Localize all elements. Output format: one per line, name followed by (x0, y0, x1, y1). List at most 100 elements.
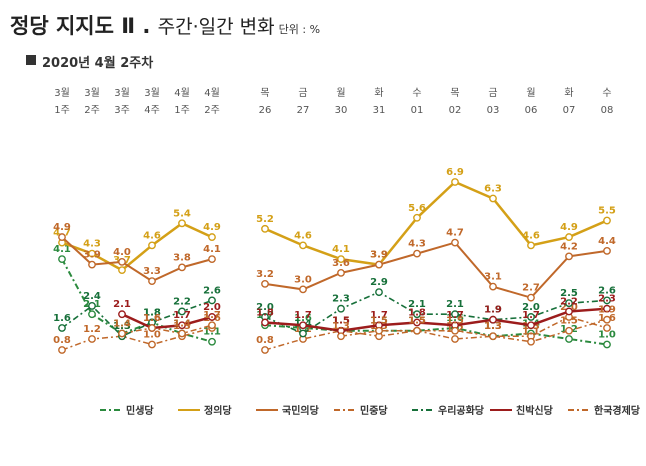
data-point-hanguk (527, 337, 535, 346)
data-point-gukmin (489, 282, 497, 291)
x-tick-label-bottom: 06 (525, 105, 538, 116)
data-label-jeongui: 5.5 (598, 206, 616, 217)
data-point-jeongui (603, 216, 611, 225)
x-tick-label-top: 4월 (174, 87, 190, 99)
data-label-hanguk: 1.6 (143, 313, 161, 324)
legend-label-jeongui: 정의당 (204, 404, 232, 417)
data-point-gukmin (375, 260, 383, 269)
data-label-chinbak: 2.0 (203, 302, 221, 313)
x-tick-label-bottom: 1주 (54, 105, 70, 116)
x-tick-label-top: 3월 (54, 87, 70, 99)
data-label-jeongui: 5.2 (256, 214, 274, 225)
series-line-jeongui (264, 180, 608, 266)
data-label-minjung: 1.0 (143, 329, 161, 340)
data-label-hanguk: 1.5 (560, 316, 578, 327)
data-label-gukmin: 3.0 (294, 274, 312, 285)
data-label-hanguk: 1.4 (113, 318, 131, 329)
legend-label-chinbak: 친박신당 (516, 404, 554, 417)
data-label-jeongui: 4.1 (332, 244, 350, 255)
data-point-chinbak (603, 304, 611, 313)
data-label-jeongui: 3.9 (370, 250, 388, 261)
x-tick-label-bottom: 2주 (84, 105, 100, 116)
x-tick-label-top: 화 (564, 87, 573, 99)
x-tick-label-bottom: 08 (601, 105, 614, 116)
x-tick-label-top: 금 (488, 87, 497, 99)
series-line-hanguk (340, 318, 608, 343)
data-label-gukmin: 4.3 (408, 239, 426, 250)
data-label-jeongui: 4.6 (522, 230, 540, 241)
data-point-chinbak (299, 321, 307, 330)
x-tick-label-top: 금 (298, 87, 307, 99)
x-tick-label-bottom: 03 (487, 105, 500, 116)
x-tick-label-bottom: 26 (259, 105, 272, 116)
data-label-gukmin: 3.2 (256, 269, 274, 280)
data-label-gukmin: 4.7 (446, 228, 464, 239)
data-point-chinbak (118, 310, 126, 319)
subtitle-square-icon (26, 55, 36, 65)
data-label-gukmin: 4.9 (53, 222, 71, 233)
data-label-gukmin: 3.9 (370, 250, 388, 261)
data-label-jeongui: 6.9 (446, 167, 464, 178)
data-label-gukmin: 4.4 (598, 236, 616, 247)
data-point-uri (565, 299, 573, 308)
data-label-chinbak: 1.7 (446, 310, 464, 321)
x-tick-label-bottom: 02 (449, 105, 462, 116)
data-label-minjung: 1.3 (113, 321, 131, 332)
data-point-jeongui (148, 241, 156, 250)
series-line-minjung (264, 316, 608, 351)
data-point-minjung (88, 335, 96, 343)
data-point-jeongui (178, 219, 186, 228)
x-tick-label-top: 목 (260, 87, 269, 99)
series-line-gukmin (264, 241, 608, 299)
data-point-gukmin (413, 249, 421, 258)
data-label-hanguk: 1.5 (408, 316, 426, 327)
data-point-gukmin (178, 263, 186, 272)
chart-title: 정당 지지도 Ⅱ . 주간·일간 변화 단위 : % (10, 10, 320, 40)
data-point-jeongui (337, 255, 345, 264)
data-point-hanguk (489, 332, 497, 341)
x-tick-label-top: 4월 (204, 87, 220, 99)
data-label-hanguk: 1.1 (522, 327, 540, 338)
data-point-jeongui (413, 213, 421, 222)
data-point-minsaeng (88, 310, 96, 319)
data-point-uri (208, 296, 216, 305)
data-point-uri (337, 304, 345, 313)
data-label-gukmin: 4.1 (203, 244, 221, 255)
data-point-gukmin (208, 255, 216, 264)
data-label-minsaeng: 1.1 (203, 327, 221, 338)
data-label-chinbak: 2.1 (113, 299, 131, 310)
data-label-uri: 1.8 (143, 307, 161, 318)
data-label-uri: 2.0 (256, 302, 274, 313)
data-label-chinbak: 1.5 (332, 316, 350, 327)
data-point-uri (88, 302, 96, 310)
data-point-gukmin (261, 280, 269, 288)
data-point-gukmin (451, 238, 459, 247)
x-tick-label-bottom: 30 (335, 105, 348, 116)
data-point-chinbak (208, 313, 216, 321)
data-label-uri: 2.3 (332, 294, 350, 305)
data-label-minjung: 0.8 (256, 335, 274, 346)
x-tick-label-bottom: 01 (411, 105, 424, 116)
data-label-minsaeng: 1.5 (370, 316, 388, 327)
series-line-minsaeng (264, 324, 608, 346)
legend-label-minjung: 민중당 (360, 404, 388, 417)
data-point-chinbak (489, 315, 497, 324)
data-label-uri: 2.4 (83, 291, 101, 302)
data-label-uri: 1.3 (113, 321, 131, 332)
data-point-minjung (58, 346, 66, 354)
data-point-gukmin (88, 260, 96, 269)
x-tick-label-top: 3월 (114, 87, 130, 99)
data-point-jeongui (208, 233, 216, 241)
data-point-jeongui (118, 266, 126, 275)
legend-label-gukmin: 국민의당 (282, 404, 320, 417)
data-label-uri: 2.0 (522, 302, 540, 313)
data-label-minsaeng: 1.6 (446, 313, 464, 324)
data-label-jeongui: 5.6 (408, 203, 426, 214)
data-label-gukmin: 2.7 (522, 283, 540, 294)
data-point-uri (299, 329, 307, 338)
data-point-jeongui (451, 178, 459, 186)
data-label-hanguk: 1.3 (484, 321, 502, 332)
data-point-gukmin (299, 285, 307, 294)
data-label-minsaeng: 1.5 (332, 316, 350, 327)
data-point-uri (451, 310, 459, 319)
